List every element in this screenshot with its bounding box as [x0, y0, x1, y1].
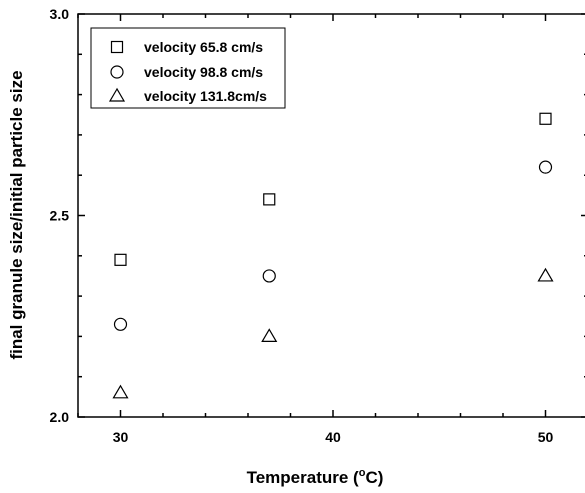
point-s1-3 [539, 112, 552, 125]
point-s3-2 [261, 328, 278, 342]
y-tick-label-1: 2.5 [50, 208, 70, 224]
legend-label-1: velocity 65.8 cm/s [144, 39, 263, 55]
x-axis-title: Temperature (oC) [247, 467, 384, 487]
legend-marker-1 [110, 40, 124, 54]
x-tick-label-1: 40 [325, 429, 341, 445]
point-s3-3 [537, 267, 554, 282]
legend: velocity 65.8 cm/s velocity 98.8 cm/s ve… [90, 27, 286, 109]
legend-marker-3 [108, 87, 126, 102]
x-tick-label-0: 30 [113, 429, 129, 445]
point-s2-2 [262, 269, 276, 283]
point-s2-3 [538, 160, 553, 174]
legend-box [90, 27, 286, 109]
y-axis-title: final granule size/initial particle size [7, 70, 26, 359]
marks-layer [112, 112, 554, 399]
x-tick-label-2: 50 [538, 429, 554, 445]
x-axis-title-main: Temperature ( [247, 468, 359, 487]
point-s2-1 [113, 317, 128, 331]
point-s1-2 [263, 193, 276, 206]
legend-label-3: velocity 131.8cm/s [144, 88, 267, 104]
point-s1-1 [114, 253, 127, 266]
x-axis-title-unit: C) [365, 468, 383, 487]
point-s3-1 [112, 384, 129, 399]
y-tick-label-2: 3.0 [50, 6, 70, 22]
x-axis-title-sup: o [359, 467, 366, 479]
legend-label-2: velocity 98.8 cm/s [144, 64, 263, 80]
legend-marker-2 [110, 65, 124, 79]
y-tick-label-0: 2.0 [50, 409, 70, 425]
legend-markers [108, 40, 126, 102]
